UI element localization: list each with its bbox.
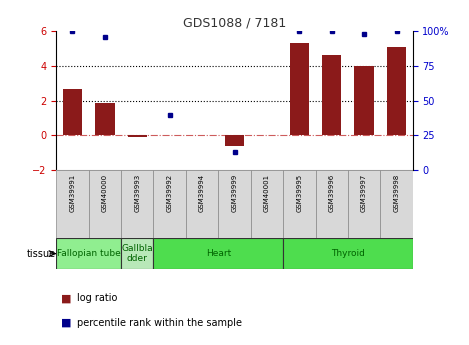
- Text: Thyroid: Thyroid: [331, 249, 365, 258]
- Bar: [153, 238, 283, 269]
- Bar: [380, 170, 413, 238]
- Text: percentile rank within the sample: percentile rank within the sample: [77, 318, 242, 327]
- Bar: [121, 238, 153, 269]
- Bar: [322, 56, 341, 135]
- Text: GSM39993: GSM39993: [134, 174, 140, 212]
- Bar: [316, 170, 348, 238]
- Bar: [251, 170, 283, 238]
- Bar: [289, 43, 309, 135]
- Bar: [355, 66, 374, 135]
- Text: GSM39996: GSM39996: [329, 174, 335, 212]
- Bar: [283, 238, 413, 269]
- Bar: [121, 170, 153, 238]
- Text: log ratio: log ratio: [77, 294, 118, 303]
- Text: Fallopian tube: Fallopian tube: [57, 249, 121, 258]
- Bar: [56, 238, 121, 269]
- Text: GSM39992: GSM39992: [166, 174, 173, 212]
- Bar: [95, 103, 114, 135]
- Text: GSM39995: GSM39995: [296, 174, 303, 212]
- Text: GSM39991: GSM39991: [69, 174, 76, 212]
- Text: GSM40000: GSM40000: [102, 174, 108, 212]
- Bar: [218, 170, 251, 238]
- Text: GSM39999: GSM39999: [232, 174, 237, 212]
- Bar: [186, 170, 218, 238]
- Bar: [89, 170, 121, 238]
- Text: ■: ■: [61, 318, 71, 327]
- Bar: [387, 47, 406, 135]
- Bar: [225, 135, 244, 146]
- Text: ■: ■: [61, 294, 71, 303]
- Bar: [56, 170, 89, 238]
- Text: GSM39997: GSM39997: [361, 174, 367, 212]
- Title: GDS1088 / 7181: GDS1088 / 7181: [183, 17, 286, 30]
- Bar: [283, 170, 316, 238]
- Text: Heart: Heart: [206, 249, 231, 258]
- Bar: [153, 170, 186, 238]
- Bar: [348, 170, 380, 238]
- Text: Gallbla
dder: Gallbla dder: [121, 244, 153, 263]
- Bar: [63, 89, 82, 135]
- Text: tissue: tissue: [27, 249, 56, 259]
- Text: GSM39994: GSM39994: [199, 174, 205, 212]
- Text: GSM40001: GSM40001: [264, 174, 270, 212]
- Text: GSM39998: GSM39998: [393, 174, 400, 212]
- Bar: [128, 135, 147, 137]
